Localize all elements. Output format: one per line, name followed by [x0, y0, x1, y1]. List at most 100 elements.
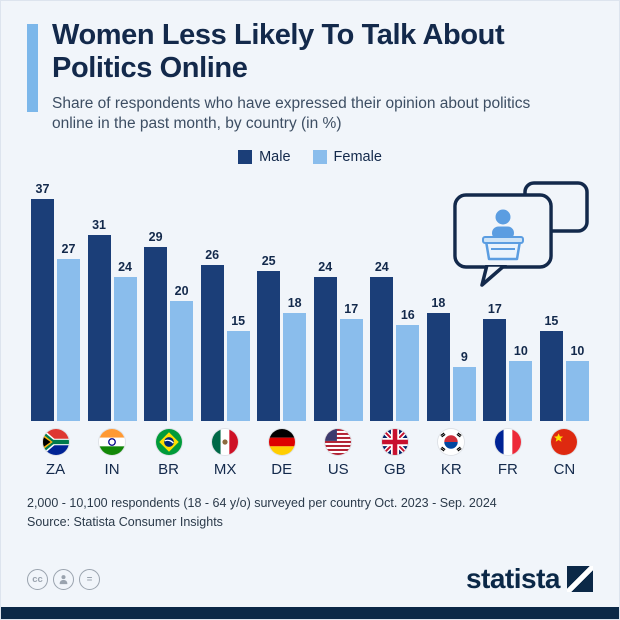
value-label: 25	[261, 254, 276, 269]
value-label: 37	[35, 182, 50, 197]
accent-bar	[27, 24, 38, 112]
bars-in: 31 24	[87, 171, 137, 422]
bar-group-kr: 18 9 KR	[425, 171, 478, 478]
bar	[113, 277, 137, 422]
bar	[370, 277, 394, 422]
value-label: 24	[118, 260, 132, 275]
value-label: 16	[400, 308, 415, 323]
bars-de: 25 18	[257, 171, 307, 422]
header-text: Women Less Likely To Talk About Politics…	[52, 19, 572, 135]
bar-female-in: 24	[113, 260, 137, 422]
category-label-kr: KR	[440, 461, 462, 479]
bar-group-br: 29 20 BR	[142, 171, 195, 478]
bars-za: 37 27	[31, 171, 80, 422]
bar-male-za: 37	[31, 182, 54, 422]
subtitle: Share of respondents who have expressed …	[52, 94, 531, 133]
bar-group-us: 24 17 US	[312, 171, 365, 478]
bar	[57, 259, 80, 422]
statista-logo[interactable]: statista	[466, 563, 593, 595]
legend-label: Male	[259, 149, 291, 166]
flag-gb-icon	[381, 429, 408, 456]
category-label-us: US	[327, 461, 349, 479]
legend-item-female: Female	[312, 149, 382, 166]
bar-female-cn: 10	[565, 344, 589, 422]
bar	[426, 313, 450, 422]
bar-male-br: 29	[144, 230, 168, 422]
bar-male-us: 24	[313, 260, 337, 422]
category-label-fr: FR	[497, 461, 518, 479]
category-label-cn: CN	[553, 461, 576, 479]
bottom-row: cc = statista	[27, 553, 593, 607]
no-derivatives-icon[interactable]: =	[79, 568, 100, 590]
value-label: 10	[570, 344, 585, 359]
value-label: 29	[148, 230, 163, 245]
bar-female-za: 27	[57, 242, 80, 422]
bars-fr: 17 10	[483, 171, 533, 422]
flag-za-icon	[42, 429, 69, 456]
source-note: Source: Statista Consumer Insights	[27, 515, 223, 530]
bars-mx: 26 15	[200, 171, 250, 422]
bar-female-kr: 9	[452, 350, 476, 422]
bar	[200, 265, 224, 422]
bar	[313, 277, 337, 422]
bar	[565, 361, 589, 422]
value-label: 24	[374, 260, 389, 275]
survey-note: 2,000 - 10,100 respondents (18 - 64 y/o)…	[27, 496, 497, 511]
bar-group-de: 25 18 DE	[255, 171, 308, 478]
value-label: 18	[287, 296, 302, 311]
bottom-brand-strip	[1, 607, 619, 619]
attribution-person-icon[interactable]	[53, 568, 74, 590]
value-label: 31	[92, 218, 106, 233]
flag-us-icon	[325, 429, 352, 456]
category-label-in: IN	[104, 461, 120, 479]
flag-mx-icon	[212, 429, 239, 456]
value-label: 20	[174, 284, 189, 299]
bar	[226, 331, 250, 422]
bar-female-gb: 16	[396, 308, 420, 422]
speech-bubbles-speaker-icon	[447, 179, 595, 307]
value-label: 15	[231, 314, 246, 329]
value-label: 9	[460, 350, 468, 365]
header: Women Less Likely To Talk About Politics…	[27, 19, 593, 135]
bar-male-in: 31	[87, 218, 111, 422]
bar-group-fr: 17 10 FR	[481, 171, 534, 478]
license-icons: cc =	[27, 568, 100, 590]
bar-female-fr: 10	[509, 344, 533, 422]
creative-commons-icon[interactable]: cc	[27, 568, 48, 590]
flag-kr-icon	[438, 429, 465, 456]
statista-logo-icon	[567, 566, 593, 592]
flag-cn-icon	[551, 429, 578, 456]
category-label-za: ZA	[45, 461, 66, 479]
bar	[257, 271, 281, 422]
value-label: 24	[318, 260, 333, 275]
bar-group-za: 37 27 ZA	[29, 171, 82, 478]
bar-male-de: 25	[257, 254, 281, 422]
bar-female-mx: 15	[226, 314, 250, 422]
bars-gb: 24 16	[370, 171, 420, 422]
category-label-gb: GB	[383, 461, 406, 479]
bar-male-kr: 18	[426, 296, 450, 422]
bar-male-gb: 24	[370, 260, 394, 422]
bar	[509, 361, 533, 422]
value-label: 27	[61, 242, 76, 257]
category-label-de: DE	[271, 461, 293, 479]
flag-br-icon	[155, 429, 182, 456]
bar	[283, 313, 307, 422]
bar-chart: 37 27 ZA 31 24 IN 29 20 BR 26 15 MX 25 18 DE 24 17 US 24 16…	[27, 171, 593, 478]
flag-fr-icon	[494, 429, 521, 456]
legend-swatch-male	[238, 150, 253, 165]
value-label: 18	[431, 296, 446, 311]
chart-legend: Male Female	[27, 149, 593, 165]
bar	[144, 247, 168, 422]
bars-us: 24 17	[313, 171, 363, 422]
bar-male-mx: 26	[200, 248, 224, 422]
flag-in-icon	[99, 429, 126, 456]
bar	[339, 319, 363, 422]
category-label-mx: MX	[213, 461, 237, 479]
flag-de-icon	[268, 429, 295, 456]
legend-label: Female	[333, 149, 382, 166]
bars-br: 29 20	[144, 171, 194, 422]
bars-kr: 18 9	[426, 171, 476, 422]
bar	[452, 367, 476, 422]
bar-female-br: 20	[170, 284, 194, 422]
